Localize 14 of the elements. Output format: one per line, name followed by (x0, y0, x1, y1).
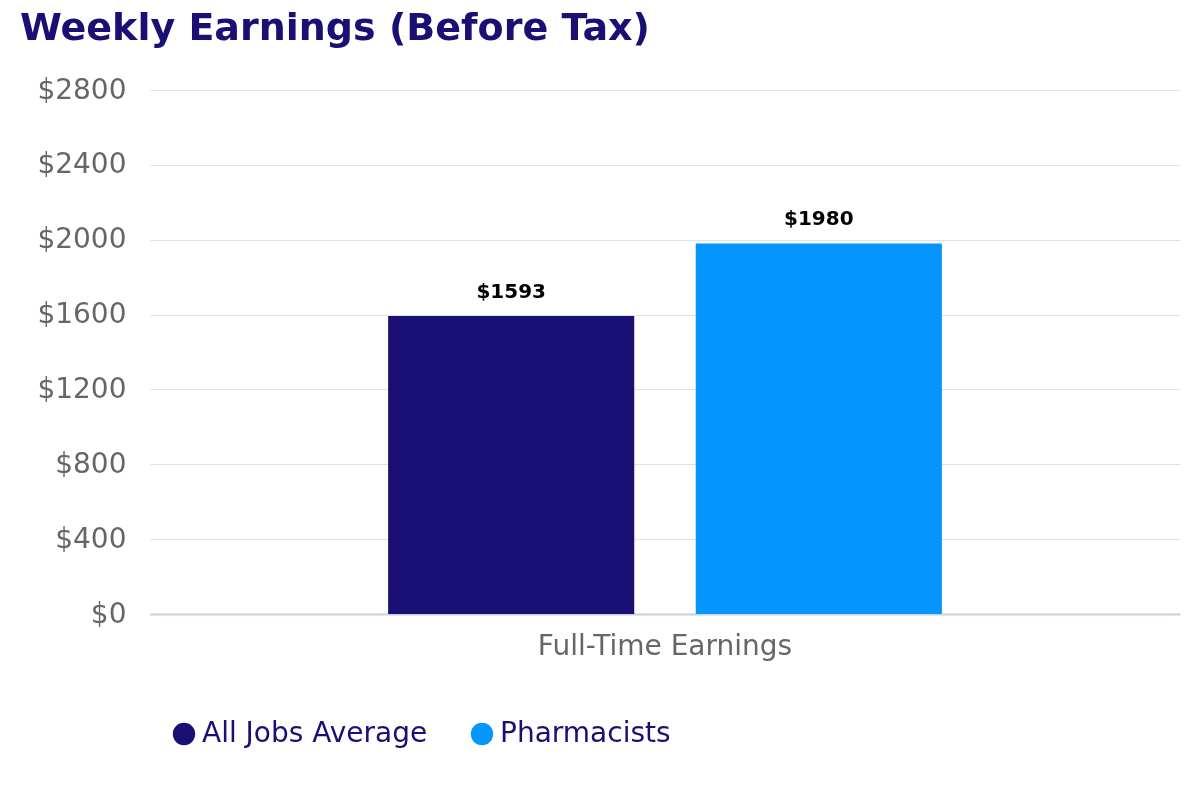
x-tick-label: Full-Time Earnings (537, 628, 793, 662)
chart-title: Weekly Earnings (Before Tax) (20, 5, 650, 49)
y-tick-label: $400 (55, 521, 127, 555)
y-tick-label: $800 (55, 446, 127, 480)
y-tick-label: $2400 (37, 147, 127, 181)
legend-label: Pharmacists (500, 716, 671, 749)
y-tick-label: $0 (90, 596, 127, 630)
y-tick-label: $2800 (37, 72, 127, 106)
y-tick-label: $1600 (37, 297, 127, 331)
y-tick-label: $1200 (37, 371, 127, 405)
legend-label: All Jobs Average (202, 716, 428, 749)
data-label: $1593 (476, 278, 546, 303)
y-tick-label: $2000 (37, 222, 127, 256)
data-label: $1980 (784, 206, 854, 231)
